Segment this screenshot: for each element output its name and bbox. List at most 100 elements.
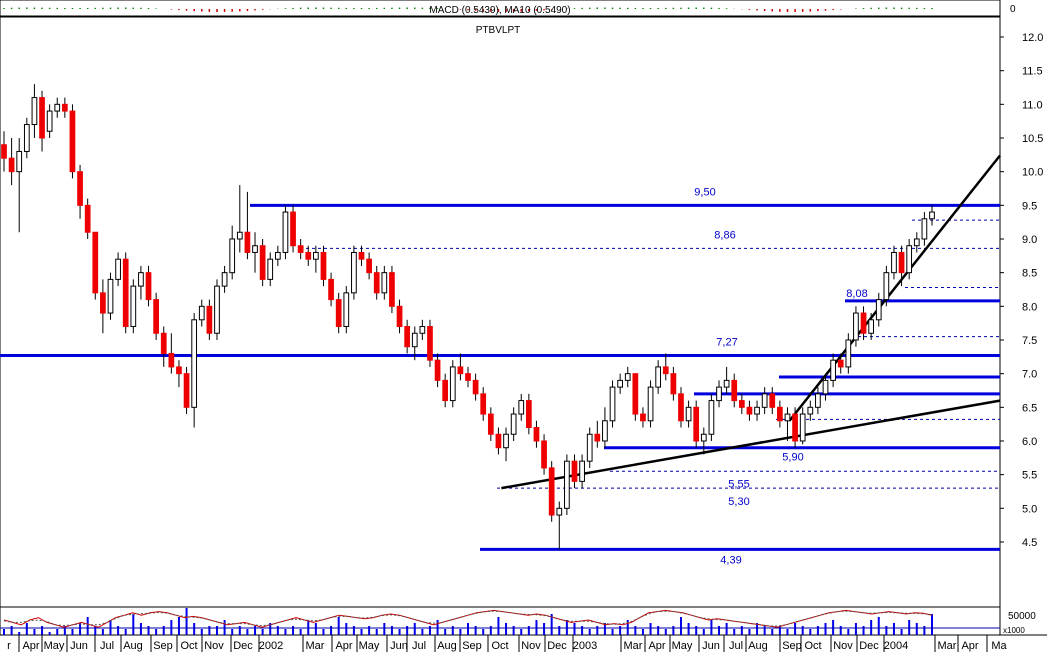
candle-body (39, 97, 45, 139)
volume-bar (254, 626, 257, 635)
volume-bar (375, 629, 378, 635)
volume-bar (634, 626, 637, 635)
candle-body (716, 386, 722, 402)
candle-body (830, 359, 836, 381)
level-label: 8,08 (846, 288, 867, 300)
candle-body (602, 420, 608, 442)
candle-body (396, 305, 403, 328)
volume-bar (451, 626, 454, 635)
volume-bar (155, 629, 158, 635)
candle-body (138, 272, 144, 287)
candle-body (404, 326, 411, 348)
x-tick-label: Apr (335, 640, 352, 652)
volume-bar (619, 626, 622, 635)
x-tick-label: Apr (648, 640, 665, 652)
candle-body (100, 292, 106, 314)
volume-bar (520, 629, 523, 635)
volume-bar (10, 626, 13, 635)
x-tick-label: Mar (938, 640, 957, 652)
volume-bars (0, 608, 1000, 635)
x-tick-label: Aug (123, 640, 143, 652)
volume-bar (292, 626, 295, 635)
volume-bar (603, 623, 606, 635)
candle-body (168, 352, 175, 368)
candle-body (335, 299, 342, 328)
candle-body (898, 251, 905, 274)
volume-bar (809, 629, 812, 635)
volume-bar (314, 623, 317, 635)
x-tick-label: Dec (233, 640, 253, 652)
volume-bar (390, 626, 393, 635)
macd-axis-label: 0 (1010, 4, 1016, 15)
candle-body (366, 258, 372, 274)
volume-bar (702, 629, 705, 635)
volume-bar (117, 626, 120, 635)
x-tick-label: 2002 (259, 640, 283, 652)
volume-bar (71, 629, 74, 635)
y-tick-label: 9.5 (1022, 200, 1037, 212)
chart-title: PTBVLPT (476, 25, 520, 36)
candle-body (875, 299, 882, 321)
y-tick-label: 11.0 (1022, 99, 1043, 111)
volume-bar (839, 626, 842, 635)
candle-body (845, 339, 852, 368)
candle-body (624, 373, 631, 381)
candle-body (252, 245, 258, 253)
y-tick-label: 7.0 (1022, 369, 1037, 381)
candle-body (198, 305, 205, 321)
candle-body (929, 211, 935, 220)
volume-bar (687, 623, 690, 635)
x-tick-label: Apr (22, 640, 39, 652)
candle-body (518, 400, 525, 415)
candle-body (297, 245, 304, 253)
candle-body (449, 366, 456, 402)
y-tick-label: 5.5 (1022, 470, 1037, 482)
candle-body (465, 373, 471, 381)
x-tick-label: Sep (153, 640, 173, 652)
candle-body (784, 413, 791, 422)
volume-bar (56, 629, 59, 635)
volume-bar (33, 629, 36, 635)
candle-body (419, 326, 426, 334)
candle-body (214, 285, 220, 334)
x-tick-label: Jun (70, 640, 88, 652)
volume-bar (79, 623, 82, 635)
volume-bar (208, 626, 211, 635)
candle-body (678, 393, 684, 422)
candle-body (84, 204, 91, 233)
candle-body (145, 272, 152, 301)
candle-body (685, 406, 692, 422)
x-tick-label: Jul (100, 640, 114, 652)
volume-bar (596, 626, 599, 635)
candle-body (328, 278, 334, 301)
volume-bar (200, 629, 203, 635)
volume-bar (505, 623, 508, 635)
volume-bar (406, 626, 409, 635)
candle-body (556, 507, 563, 516)
volume-bar (101, 629, 104, 635)
x-tick-label: Oct (804, 640, 821, 652)
candle-body (122, 258, 129, 328)
volume-bar (261, 629, 264, 635)
volume-bar (238, 626, 241, 635)
candle-body (160, 332, 167, 354)
volume-axis-label: 50000 (1008, 611, 1036, 622)
y-tick-label: 6.5 (1022, 402, 1037, 414)
candle-body (906, 245, 913, 274)
volume-bar (276, 626, 279, 635)
level-label: 4,39 (720, 554, 741, 566)
candle-body (1, 144, 7, 159)
candle-body (640, 413, 646, 422)
candle-body (427, 326, 433, 361)
y-tick-label: 7.5 (1022, 335, 1037, 347)
volume-bar (193, 623, 196, 635)
candle-body (822, 379, 829, 395)
candle-body (381, 272, 388, 294)
y-axis-ticks: 12.0 11.5 11.0 10.5 10.0 9.5 9.0 8.5 8.0 7.5 7.0 6.… (1000, 32, 1043, 549)
volume-bar (801, 626, 804, 635)
volume-bar (824, 623, 827, 635)
volume-bar (733, 629, 736, 635)
volume-bar (543, 623, 546, 635)
volume-bar (892, 623, 895, 635)
x-tick-label: r (7, 640, 11, 652)
